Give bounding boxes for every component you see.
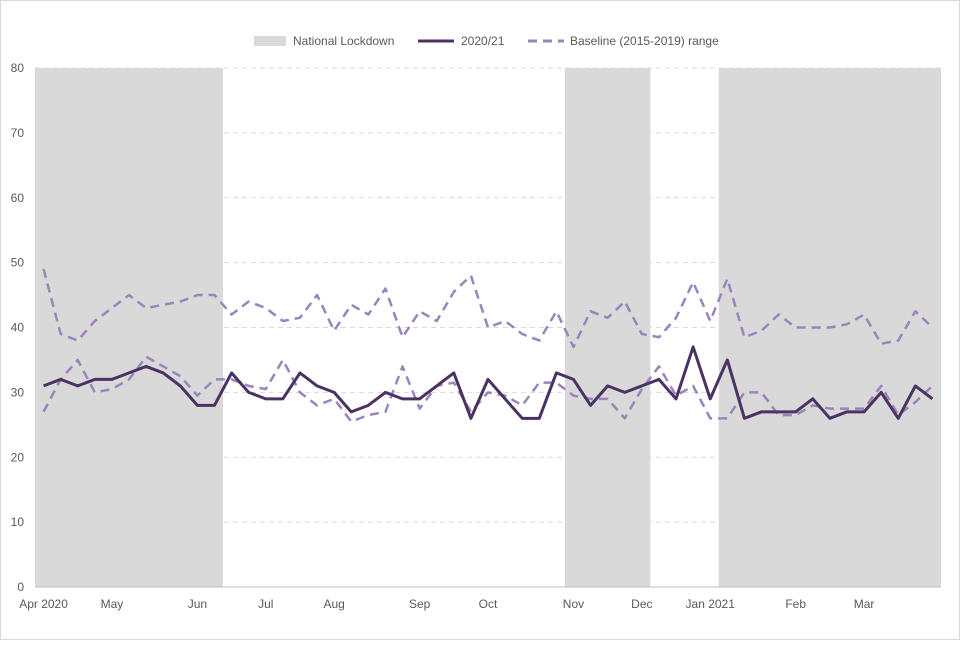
x-tick-label: Apr 2020 [19, 597, 68, 611]
y-tick-label: 60 [11, 191, 25, 205]
y-tick-label: 30 [11, 385, 25, 399]
y-tick-label: 0 [17, 580, 24, 594]
y-tick-label: 40 [11, 321, 25, 335]
x-tick-label: Oct [479, 597, 498, 611]
x-tick-label: Jan 2021 [686, 597, 736, 611]
legend-label-lockdown: National Lockdown [293, 34, 394, 48]
legend-swatch-lockdown [254, 36, 286, 46]
x-tick-label: Jun [188, 597, 207, 611]
x-tick-label: Mar [854, 597, 875, 611]
x-tick-label: Feb [785, 597, 806, 611]
x-tick-label: Sep [409, 597, 431, 611]
x-tick-label: Nov [563, 597, 584, 611]
x-tick-label: Dec [631, 597, 652, 611]
x-tick-label: Jul [258, 597, 273, 611]
axes: 0 10 20 30 40 50 60 70 80 Apr 2020 May Jun Jul Aug Sep… [11, 61, 941, 611]
y-tick-label: 10 [11, 515, 25, 529]
baseline-lower-line [42, 355, 934, 423]
x-tick-label: May [101, 597, 124, 611]
x-tick-label: Aug [323, 597, 344, 611]
legend-label-2020-21: 2020/21 [461, 34, 505, 48]
legend: National Lockdown 2020/21 Baseline (2015… [254, 34, 719, 48]
y-tick-label: 70 [11, 126, 25, 140]
y-tick-label: 20 [11, 450, 25, 464]
series-2020-21-line [43, 345, 934, 420]
legend-label-baseline: Baseline (2015-2019) range [570, 34, 719, 48]
series-layer [42, 268, 934, 423]
y-tick-label: 80 [11, 61, 25, 75]
y-tick-label: 50 [11, 256, 25, 270]
